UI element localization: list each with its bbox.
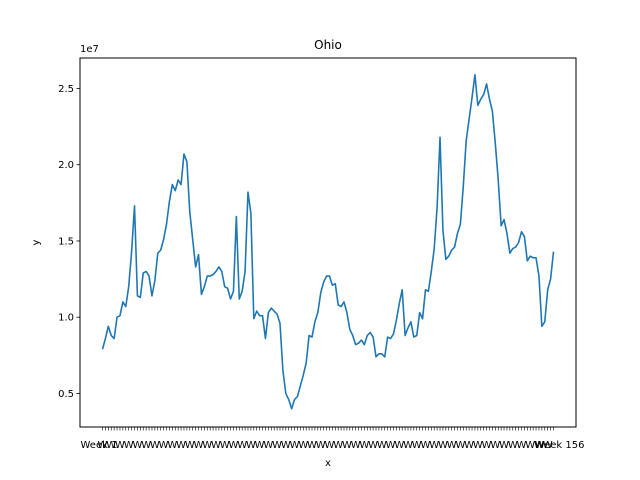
x-tick-label: W bbox=[386, 440, 396, 451]
y-tick-label: 2.5 bbox=[58, 84, 74, 95]
x-tick-label: W bbox=[342, 440, 352, 451]
x-tick-label: W bbox=[255, 440, 265, 451]
x-tick-label: W bbox=[359, 440, 369, 451]
chart-title: Ohio bbox=[314, 38, 342, 52]
x-tick-label: W bbox=[290, 440, 300, 451]
x-tick-label: W bbox=[115, 440, 125, 451]
x-tick-label-last: Week 156 bbox=[535, 440, 585, 451]
x-tick-label: W bbox=[403, 440, 413, 451]
y-offset-label: 1e7 bbox=[80, 44, 99, 55]
x-tick-label: W bbox=[508, 440, 518, 451]
x-tick-label: W bbox=[237, 440, 247, 451]
x-tick-label: W bbox=[106, 440, 116, 451]
series-layer bbox=[101, 73, 555, 410]
x-tick-label: W bbox=[429, 440, 439, 451]
y-tick-label: 1.5 bbox=[58, 236, 74, 247]
x-tick-label-strip: WWWWWWWWWWWWWWWWWWWWWWWWWWWWWWWWWWWWWWWW… bbox=[98, 440, 553, 451]
x-tick-label: W bbox=[473, 440, 483, 451]
plot-area bbox=[80, 58, 576, 427]
x-tick-label: W bbox=[272, 440, 282, 451]
x-tick-label: W bbox=[307, 440, 317, 451]
x-tick-label: W bbox=[185, 440, 195, 451]
x-tick-label: W bbox=[482, 440, 492, 451]
x-tick-label: W bbox=[228, 440, 238, 451]
x-tick-label: W bbox=[194, 440, 204, 451]
x-tick-label: W bbox=[377, 440, 387, 451]
x-tick-label: W bbox=[534, 440, 544, 451]
x-tick-label: W bbox=[421, 440, 431, 451]
x-tick-label: W bbox=[525, 440, 535, 451]
x-tick-label: W bbox=[543, 440, 553, 451]
x-tick-label: W bbox=[298, 440, 308, 451]
x-tick-label: W bbox=[211, 440, 221, 451]
x-tick-label: W bbox=[167, 440, 177, 451]
x-tick-label: W bbox=[202, 440, 212, 451]
x-tick-label-first: Week 1 bbox=[81, 440, 118, 451]
x-tick-label: W bbox=[176, 440, 186, 451]
y-tick-label: 0.5 bbox=[58, 389, 74, 400]
x-tick-label: W bbox=[132, 440, 142, 451]
y-axis-label: y bbox=[31, 239, 42, 245]
x-tick-label: W bbox=[325, 440, 335, 451]
x-tick-label: W bbox=[394, 440, 404, 451]
x-tick-label: W bbox=[124, 440, 134, 451]
plot-frame bbox=[79, 57, 577, 428]
x-tick-label: W bbox=[412, 440, 422, 451]
x-tick-label: W bbox=[464, 440, 474, 451]
x-tick-label: W bbox=[159, 440, 169, 451]
y-tick-label: 2.0 bbox=[58, 160, 74, 171]
series-line bbox=[101, 73, 555, 410]
x-tick-label: W bbox=[438, 440, 448, 451]
x-axis-ticks: WWWWWWWWWWWWWWWWWWWWWWWWWWWWWWWWWWWWWWWW… bbox=[81, 427, 585, 451]
x-tick-label: W bbox=[316, 440, 326, 451]
y-axis-ticks: 0.5 1.0 1.5 2.0 2.5 bbox=[58, 84, 80, 400]
x-tick-label: W bbox=[263, 440, 273, 451]
x-tick-label: W bbox=[281, 440, 291, 451]
x-tick-label: W bbox=[368, 440, 378, 451]
x-tick-label: W bbox=[150, 440, 160, 451]
x-tick-label: W bbox=[220, 440, 230, 451]
x-tick-label: W bbox=[490, 440, 500, 451]
x-tick-label: W bbox=[98, 440, 108, 451]
x-tick-label: W bbox=[455, 440, 465, 451]
x-axis-label: x bbox=[325, 458, 331, 469]
y-tick-label: 1.0 bbox=[58, 313, 74, 324]
x-tick-label: W bbox=[499, 440, 509, 451]
x-tick-label: W bbox=[517, 440, 527, 451]
x-tick-label: W bbox=[141, 440, 151, 451]
x-tick-label: W bbox=[447, 440, 457, 451]
x-tick-label: W bbox=[351, 440, 361, 451]
x-tick-label: W bbox=[333, 440, 343, 451]
x-tick-label: W bbox=[246, 440, 256, 451]
